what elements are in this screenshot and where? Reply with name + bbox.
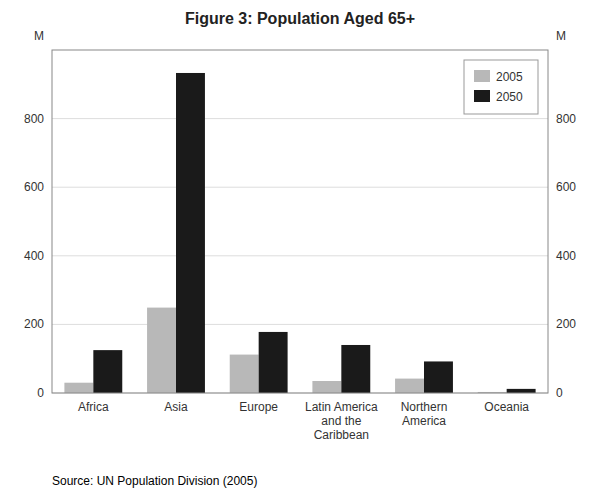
y-axis-label: M: [34, 29, 44, 43]
y-tick-label: 0: [37, 386, 44, 400]
grid-line: [52, 255, 548, 256]
bars: [64, 73, 535, 393]
source-note: Source: UN Population Division (2005): [52, 474, 257, 488]
x-tick-label-line: Northern: [401, 400, 448, 414]
chart: Figure 3: Population Aged 65+ M M 0 200 400 60…: [0, 0, 600, 493]
y-tick-label: 800: [24, 112, 44, 126]
bar: [341, 345, 370, 393]
chart-container: Figure 3: Population Aged 65+ M M 0 200 400 60…: [0, 0, 600, 493]
y2-tick-label: 600: [556, 180, 576, 194]
x-tick-label-line: and the: [321, 414, 361, 428]
x-tick-label: Asia: [164, 400, 188, 414]
x-tick-label: NorthernAmerica: [401, 400, 448, 428]
x-tick-label-line: Caribbean: [314, 428, 369, 442]
bar: [507, 389, 536, 393]
grid-line: [52, 187, 548, 188]
x-tick-label-line: Asia: [164, 400, 188, 414]
plot-frame: [52, 50, 548, 393]
legend-swatch: [474, 70, 490, 82]
bar: [395, 379, 424, 393]
x-tick-label: Africa: [78, 400, 109, 414]
x-tick-label: Latin Americaand theCaribbean: [305, 400, 378, 442]
x-tick-label-line: Europe: [239, 400, 278, 414]
x-tick-label-line: Africa: [78, 400, 109, 414]
bar: [93, 350, 122, 393]
legend: 2005 2050: [464, 60, 538, 114]
bar: [259, 332, 288, 393]
legend-label: 2050: [496, 90, 523, 104]
y2-tick-label: 800: [556, 112, 576, 126]
y-tick-label: 200: [24, 317, 44, 331]
bar: [64, 383, 93, 393]
legend-swatch: [474, 90, 490, 102]
grid-line: [52, 118, 548, 119]
x-tick-label-line: Latin America: [305, 400, 378, 414]
y2-tick-label: 0: [556, 386, 563, 400]
bar: [147, 308, 176, 393]
legend-box: [464, 60, 538, 114]
x-tick-label-line: Oceania: [484, 400, 529, 414]
y2-tick-label: 200: [556, 317, 576, 331]
bar: [312, 381, 341, 393]
y-tick-label: 600: [24, 180, 44, 194]
x-tick-label-line: America: [402, 414, 446, 428]
bar: [230, 355, 259, 393]
x-tick-label: Oceania: [484, 400, 529, 414]
grid-line: [52, 324, 548, 325]
bar: [424, 361, 453, 393]
y2-tick-label: 400: [556, 249, 576, 263]
y2-axis-label: M: [556, 29, 566, 43]
bar: [176, 73, 205, 393]
x-tick-label: Europe: [239, 400, 278, 414]
title: Figure 3: Population Aged 65+: [185, 10, 415, 27]
legend-label: 2005: [496, 70, 523, 84]
y-tick-label: 400: [24, 249, 44, 263]
